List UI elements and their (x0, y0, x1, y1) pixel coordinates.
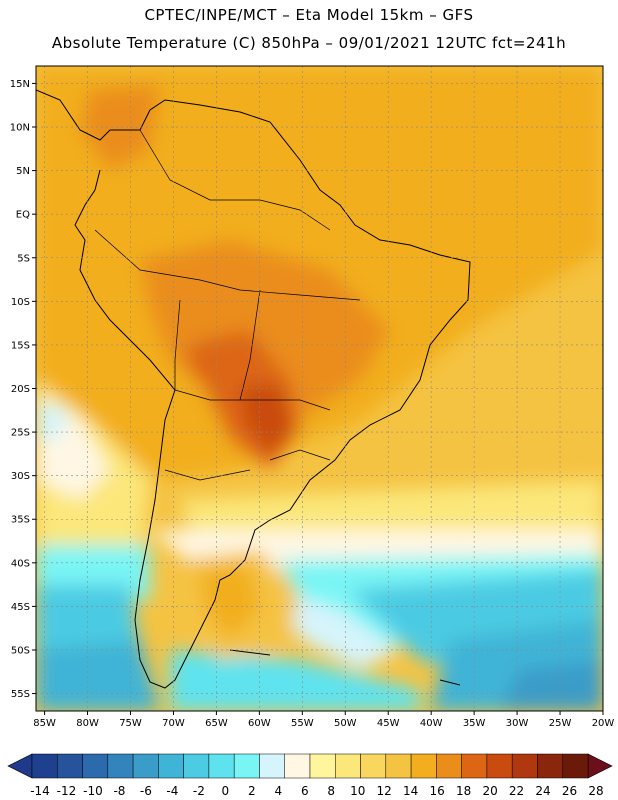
colorbar-swatch (309, 753, 336, 779)
lon-label: 50W (334, 718, 357, 729)
coastline (36, 89, 471, 689)
colorbar-label: 16 (430, 784, 445, 798)
colorbar-label: -8 (113, 784, 125, 798)
temperature-field (36, 66, 603, 711)
lat-label: 45S (11, 602, 30, 613)
colorbar-swatch (461, 753, 488, 779)
colorbar-swatch (410, 753, 437, 779)
lat-label: 15S (11, 340, 30, 351)
colorbar-label: 22 (509, 784, 524, 798)
colorbar-swatch (486, 753, 513, 779)
colorbar-swatch (537, 753, 563, 779)
colorbar-label: 26 (562, 784, 577, 798)
lon-label: 80W (76, 718, 99, 729)
lon-label: 30W (506, 718, 529, 729)
colorbar-label: 10 (350, 784, 365, 798)
lat-label: 55S (11, 689, 30, 700)
lon-label: 85W (33, 718, 56, 729)
colorbar-label: -6 (140, 784, 152, 798)
colorbar-swatch (259, 753, 285, 779)
lat-label: EQ (16, 210, 30, 221)
lat-label: 30S (11, 471, 30, 482)
colorbar-over-arrow (587, 753, 613, 779)
colorbar-label: 4 (274, 784, 282, 798)
colorbar-label: 0 (222, 784, 230, 798)
lat-label: 40S (11, 558, 30, 569)
colorbar-swatch (82, 753, 109, 779)
colorbar-label: -4 (166, 784, 178, 798)
colorbar-label: 24 (535, 784, 550, 798)
colorbar-swatch (31, 753, 58, 779)
colorbar-label: 28 (588, 784, 603, 798)
title-line-1: CPTEC/INPE/MCT – Eta Model 15km – GFS (144, 6, 474, 24)
colorbar-label: 18 (456, 784, 471, 798)
colorbar-swatch (107, 753, 134, 779)
lon-label: 60W (248, 718, 271, 729)
colorbar-swatch (562, 753, 589, 779)
colorbar-label: 6 (301, 784, 309, 798)
colorbar-swatch (335, 753, 361, 779)
lat-label: 15N (10, 79, 30, 90)
colorbar-label: -12 (57, 784, 77, 798)
colorbar-label: 14 (403, 784, 418, 798)
lon-label: 75W (119, 718, 142, 729)
lon-label: 35W (463, 718, 486, 729)
colorbar-label: -14 (30, 784, 50, 798)
lat-label: 20S (11, 384, 30, 395)
lat-label: 10S (11, 297, 30, 308)
lat-label: 10N (10, 123, 30, 134)
colorbar-label: 12 (377, 784, 392, 798)
lon-label: 70W (162, 718, 185, 729)
lon-label: 55W (291, 718, 314, 729)
colorbar-swatch (385, 753, 412, 779)
latitude-axis: 15N 10N 5N EQ 5S 10S 15S 20S 25S 30S 35S 40S 45S 50S 5… (10, 79, 36, 700)
colorbar-swatch (208, 753, 235, 779)
colorbar-swatch (511, 753, 538, 779)
colorbar-swatch (183, 753, 210, 779)
title-line-2: Absolute Temperature (C) 850hPa – 09/01/… (51, 34, 567, 52)
country-borders (94, 129, 361, 481)
lon-label: 20W (592, 718, 615, 729)
colorbar-under-arrow (7, 753, 33, 779)
colorbar-label: -10 (83, 784, 103, 798)
colorbar-swatch (436, 753, 462, 779)
colorbar-label: 20 (482, 784, 497, 798)
lon-label: 25W (549, 718, 572, 729)
lat-label: 35S (11, 515, 30, 526)
lat-label: 5N (16, 166, 30, 177)
lat-label: 50S (11, 645, 30, 656)
colorbar-label: 8 (327, 784, 335, 798)
colorbar-swatch (57, 753, 83, 779)
lat-label: 25S (11, 428, 30, 439)
lat-label: 5S (17, 253, 30, 264)
lon-label: 40W (420, 718, 443, 729)
colorbar-swatch (158, 753, 184, 779)
colorbar-label: -2 (193, 784, 205, 798)
colorbar-swatch (233, 753, 260, 779)
colorbar-swatch (360, 753, 387, 779)
longitude-axis: 85W 80W 75W 70W 65W 60W 55W 50W 45W 40W 35W 30W 25W 2… (33, 711, 614, 729)
lon-label: 65W (205, 718, 228, 729)
colorbar-label: 2 (248, 784, 256, 798)
colorbar-swatch (132, 753, 159, 779)
lon-label: 45W (377, 718, 400, 729)
colorbar-swatch (284, 753, 311, 779)
colorbar: -14 -12 -10 -8 -6 -4 -2 0 2 4 6 8 10 12 14 16 18 20 22 24 26… (7, 753, 613, 798)
